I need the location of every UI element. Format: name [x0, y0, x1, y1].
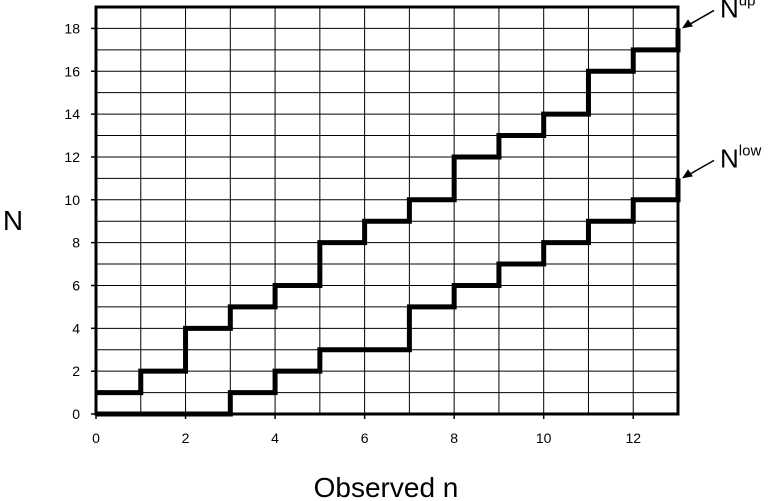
chart-series	[96, 28, 681, 417]
y-tick-label: 10	[64, 192, 80, 208]
series-label-arrowhead-lower	[682, 169, 693, 179]
y-tick-label: 16	[64, 63, 80, 79]
y-tick-label: 12	[64, 149, 80, 165]
y-tick-label: 8	[72, 235, 80, 251]
chart-grid	[96, 7, 678, 414]
y-tick-label: 2	[72, 363, 80, 379]
plot-frame	[94, 5, 680, 416]
series-label-arrowhead-upper	[682, 19, 693, 29]
x-tick-label: 4	[271, 430, 279, 446]
series-line-upper	[96, 28, 681, 396]
y-tick-label: 0	[72, 406, 80, 422]
x-tick-label: 0	[92, 430, 100, 446]
y-axis-title: N	[3, 205, 23, 236]
series-label-lower: Nlow	[720, 142, 761, 173]
x-tick-label: 10	[536, 430, 552, 446]
x-tick-label: 8	[450, 430, 458, 446]
y-tick-label: 4	[72, 320, 80, 336]
series-label-upper: Nup	[720, 0, 755, 23]
y-tick-label: 14	[64, 106, 80, 122]
chart-ticks: 0 2 4 6 8 10 12 0 2 4 6 8 10 12 14 16 18	[64, 20, 641, 446]
y-tick-label: 18	[64, 20, 80, 36]
chart-series-labels: Nup Nlow	[682, 0, 761, 179]
series-line-lower	[96, 178, 681, 417]
x-tick-label: 6	[361, 430, 369, 446]
x-tick-label: 2	[182, 430, 190, 446]
y-tick-label: 6	[72, 277, 80, 293]
x-axis-title: Observed n	[314, 472, 459, 501]
x-tick-label: 12	[625, 430, 641, 446]
